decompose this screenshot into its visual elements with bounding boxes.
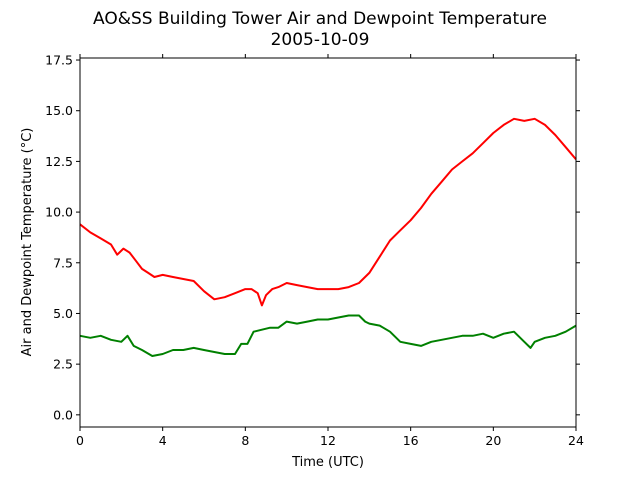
x-tick-label: 24 [568, 433, 584, 448]
y-tick-label: 12.5 [45, 154, 73, 169]
x-axis: 0 4 8 12 16 20 24 [76, 54, 584, 448]
y-tick-label: 2.5 [53, 357, 73, 372]
series-line-2 [79, 314, 577, 357]
y-tick-label: 17.5 [45, 53, 73, 68]
y-axis: 0.0 2.5 5.0 7.5 10.0 12.5 15.0 17.5 [45, 53, 580, 422]
x-tick-label: 8 [241, 433, 249, 448]
y-tick-label: 15.0 [45, 103, 73, 118]
y-axis-label: Air and Dewpoint Temperature (°C) [20, 128, 35, 357]
y-tick-label: 0.0 [53, 407, 73, 422]
chart-subtitle: 2005-10-09 [271, 30, 370, 50]
series-line-1 [79, 117, 577, 307]
x-tick-label: 16 [403, 433, 419, 448]
x-axis-label: Time (UTC) [291, 455, 364, 470]
plot-series [79, 117, 577, 357]
x-tick-label: 12 [320, 433, 336, 448]
y-tick-label: 7.5 [53, 255, 73, 270]
x-tick-label: 0 [76, 433, 84, 448]
chart-title: AO&SS Building Tower Air and Dewpoint Te… [93, 9, 547, 29]
y-tick-label: 10.0 [45, 205, 73, 220]
y-tick-label: 5.0 [53, 306, 73, 321]
x-tick-label: 4 [159, 433, 167, 448]
x-tick-label: 20 [485, 433, 501, 448]
